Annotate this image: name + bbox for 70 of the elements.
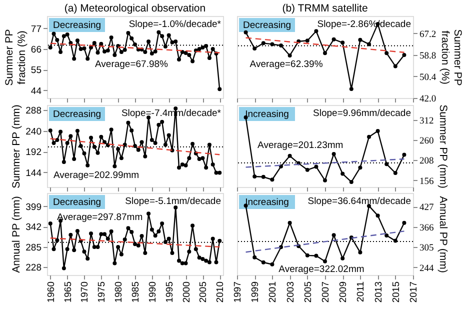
y-tick-label: 312 xyxy=(420,116,434,126)
x-tick-label: 2007 xyxy=(320,282,332,303)
y-axis-title: Summer PP fraction (%) xyxy=(3,29,28,86)
chart-title: (a) Meteorological observation xyxy=(64,2,206,14)
annotation: Slope=9.96mm/decade xyxy=(313,108,411,119)
x-tick-label: 1999 xyxy=(250,282,262,303)
ref-line-label: Average=201.23mm xyxy=(258,140,344,151)
x-tick-label: 2010 xyxy=(215,282,226,303)
annotation: Slope=36.64mm/decade xyxy=(308,196,411,207)
annotation: Slope=-5.1mm/decade xyxy=(125,196,221,207)
y-tick-label: 192 xyxy=(26,147,42,158)
x-tick-label: 1990 xyxy=(147,282,158,303)
x-tick-label: 2013 xyxy=(373,282,384,303)
ref-line-label: Average=62.39% xyxy=(250,59,324,70)
x-tick-label: 1965 xyxy=(62,282,74,303)
y-tick-label: 144 xyxy=(26,168,42,179)
chart-title: (b) TRMM satellite xyxy=(282,2,368,14)
y-axis-title: Summer PP (mm) xyxy=(10,104,23,188)
annotation: Slope=-1.0%/decade* xyxy=(128,19,222,30)
y-axis-title: Annual PP (mm) xyxy=(10,196,23,273)
y-tick-label: 67.2 xyxy=(420,30,436,40)
y-tick-label: 240 xyxy=(26,126,42,138)
y-tick-label: 208 xyxy=(420,156,434,167)
y-tick-label: 50.4 xyxy=(420,72,436,83)
x-tick-label: 1985 xyxy=(130,282,142,303)
annotation: Decreasing xyxy=(52,20,102,31)
y-tick-label: 228 xyxy=(26,262,42,274)
y-tick-label: 156 xyxy=(420,176,434,187)
y-tick-label: 288 xyxy=(26,106,42,117)
y-tick-label: 66 xyxy=(30,44,42,56)
x-tick-label: 2011 xyxy=(356,282,367,302)
x-tick-label: 2009 xyxy=(338,282,350,303)
y-tick-label: 77 xyxy=(30,24,42,35)
y-axis-title: Annual PP (mm) xyxy=(436,196,449,273)
y-tick-label: 44 xyxy=(30,86,42,97)
y-tick-label: 342 xyxy=(26,222,42,234)
y-axis-title: Summer PP fraction (%) xyxy=(439,29,464,86)
y-tick-label: 285 xyxy=(26,242,42,254)
y-tick-label: 42.0 xyxy=(420,94,436,104)
x-tick-label: 1960 xyxy=(46,282,57,303)
x-tick-label: 2017 xyxy=(408,282,420,303)
x-tick-label: 2003 xyxy=(285,282,296,303)
x-tick-label: 1975 xyxy=(96,282,108,303)
y-tick-label: 427 xyxy=(420,203,434,214)
y-tick-label: 58.8 xyxy=(420,51,436,62)
y-axis-title: Summer PP (mm) xyxy=(436,104,449,188)
ref-line-label: Average=202.99mm xyxy=(53,170,140,181)
ref-line-label: Average=322.02mm xyxy=(278,264,364,275)
x-tick-label: 1995 xyxy=(164,282,176,303)
y-tick-label: 399 xyxy=(26,202,42,213)
x-tick-label: 1980 xyxy=(114,282,125,303)
x-tick-label: 2005 xyxy=(302,282,314,303)
y-tick-label: 366 xyxy=(420,223,434,234)
annotation: Increasing xyxy=(245,197,289,208)
annotation: Decreasing xyxy=(242,20,292,31)
annotation: Increasing xyxy=(245,109,289,120)
x-tick-label: 2005 xyxy=(198,282,210,303)
y-tick-label: 55 xyxy=(30,65,42,76)
ref-line-label: Average=67.98% xyxy=(94,59,169,70)
x-tick-label: 2015 xyxy=(390,282,402,303)
x-tick-label: 2000 xyxy=(181,282,192,303)
x-tick-label: 1970 xyxy=(80,282,91,303)
annotation: Decreasing xyxy=(52,109,102,120)
ref-line-label: Average=297.87mm xyxy=(56,212,143,223)
y-tick-label: 244 xyxy=(420,264,434,274)
y-tick-label: 260 xyxy=(420,136,434,146)
x-tick-label: 2001 xyxy=(268,282,279,303)
x-tick-label: 1997 xyxy=(232,282,244,303)
annotation: Decreasing xyxy=(52,197,102,208)
y-tick-label: 305 xyxy=(420,244,434,254)
